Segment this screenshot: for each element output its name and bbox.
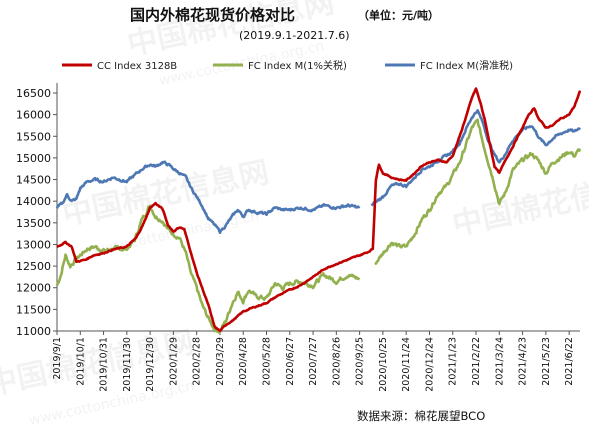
x-axis-ticks: 2019/9/1 2019/10/1 2019/10/31 2019/11/30 201… <box>52 331 575 392</box>
y-tick-label: 13500 <box>16 217 51 230</box>
y-tick-label: 12000 <box>16 282 51 295</box>
x-tick-label: 2020/1/29 <box>168 337 179 386</box>
chart-unit-label: （单位：元/吨） <box>358 8 439 22</box>
x-tick-label: 2020/2/28 <box>192 337 203 386</box>
x-tick-label: 2020/8/26 <box>331 337 342 386</box>
x-tick-label: 2020/3/29 <box>215 337 226 386</box>
series-line-2 <box>55 109 582 234</box>
y-axis-ticks: 11000 11500 12000 12500 13000 13500 14000 14500… <box>16 87 57 338</box>
y-tick-label: 15500 <box>16 130 51 143</box>
x-tick-label: 2019/10/31 <box>99 337 110 392</box>
y-tick-label: 16500 <box>16 87 51 100</box>
x-tick-label: 2021/6/22 <box>564 337 575 386</box>
x-tick-label: 2020/4/28 <box>238 337 249 386</box>
y-tick-label: 14000 <box>16 195 51 208</box>
x-tick-label: 2021/1/23 <box>448 337 459 386</box>
legend: CC Index 3128B FC Index M(1%关税) FC Index… <box>62 59 513 72</box>
series-line-1 <box>55 118 582 334</box>
x-tick-label: 2020/5/28 <box>262 337 273 386</box>
legend-label-cc-index: CC Index 3128B <box>97 61 177 72</box>
y-tick-label: 15000 <box>16 152 51 165</box>
watermark-text-3: 中国棉花信息网 <box>449 165 589 243</box>
legend-label-fc-index-sliding: FC Index M(滑准税) <box>420 59 513 72</box>
x-tick-label: 2021/2/22 <box>471 337 482 386</box>
x-tick-label: 2021/3/24 <box>494 337 505 386</box>
x-tick-label: 2020/11/24 <box>401 337 412 392</box>
x-tick-label: 2020/9/25 <box>355 337 366 386</box>
legend-label-fc-index-1pct: FC Index M(1%关税) <box>248 59 347 72</box>
y-tick-label: 12500 <box>16 260 51 273</box>
x-tick-label: 2019/12/30 <box>145 337 156 392</box>
chart-title: 国内外棉花现货价格对比 <box>130 6 295 24</box>
x-tick-label: 2019/9/1 <box>52 337 63 380</box>
series-line-0 <box>56 87 582 332</box>
x-tick-label: 2020/10/25 <box>378 337 389 392</box>
x-tick-label: 2020/6/27 <box>285 337 296 386</box>
y-tick-label: 11000 <box>16 325 51 338</box>
y-tick-label: 13000 <box>16 238 51 251</box>
x-tick-label: 2019/10/1 <box>75 337 86 386</box>
chart-subtitle: (2019.9.1-2021.7.6) <box>239 29 350 42</box>
x-tick-label: 2021/5/23 <box>541 337 552 386</box>
x-tick-label: 2020/12/24 <box>424 337 435 392</box>
y-tick-label: 14500 <box>16 174 51 187</box>
series-layer <box>55 87 582 334</box>
x-tick-label: 2021/4/23 <box>518 337 529 386</box>
x-tick-label: 2019/11/30 <box>122 337 133 392</box>
data-source: 数据来源：棉花展望BCO <box>357 409 485 423</box>
y-tick-label: 16000 <box>16 109 51 122</box>
x-tick-label: 2020/7/27 <box>308 337 319 386</box>
y-tick-label: 11500 <box>16 303 51 316</box>
